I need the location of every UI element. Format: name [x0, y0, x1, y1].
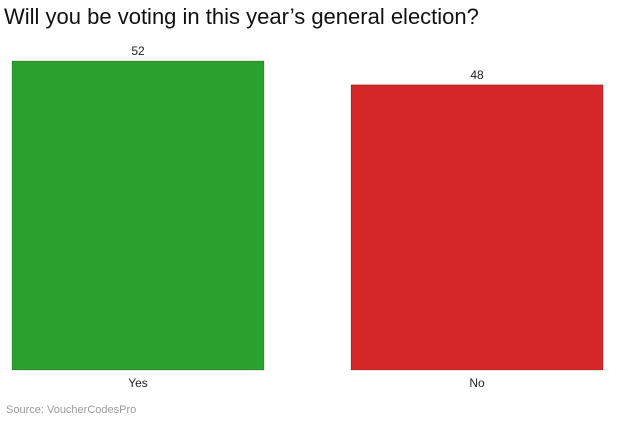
bar-value-label-yes: 52 [131, 44, 145, 58]
bar-no [350, 84, 604, 371]
bar-yes [11, 60, 265, 371]
source-note: Source: VoucherCodesPro [6, 404, 137, 416]
category-label-no: No [469, 376, 485, 390]
category-label-yes: Yes [128, 376, 148, 390]
chart-title: Will you be voting in this year’s genera… [4, 4, 479, 29]
bar-value-label-no: 48 [470, 68, 484, 82]
bars-layer: 52 Yes 48 No [11, 44, 604, 390]
